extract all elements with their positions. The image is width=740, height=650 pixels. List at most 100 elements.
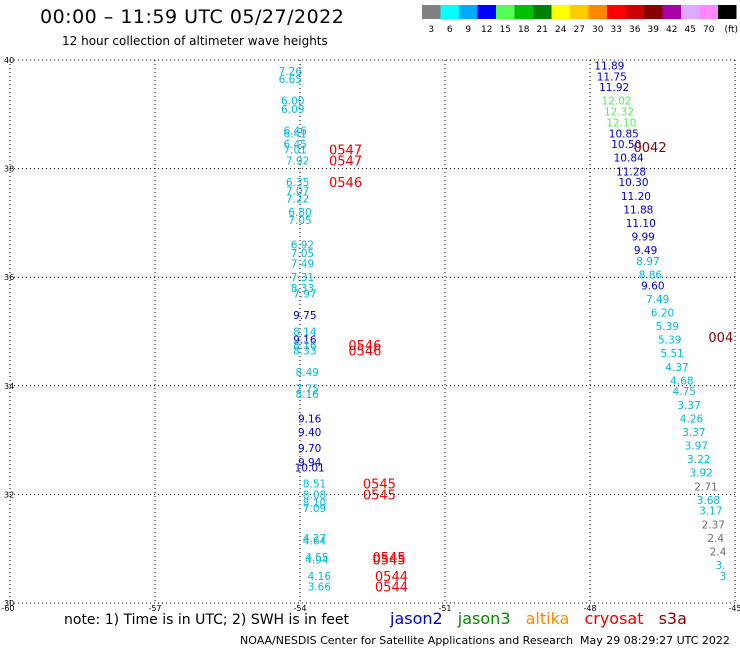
y-tick-label: 38 — [4, 165, 14, 174]
data-point-label: 9.60 — [641, 280, 664, 292]
data-point-label: 2.4 — [707, 533, 724, 545]
time-label: 0547 — [329, 154, 362, 169]
data-point-label: 9.70 — [298, 443, 321, 455]
data-point-label: 7.01 — [283, 145, 306, 157]
data-point-label: 9.40 — [298, 427, 321, 439]
data-point-label: 11.75 — [597, 71, 627, 83]
chart-subtitle: 12 hour collection of altimeter wave hei… — [62, 34, 328, 48]
time-label: 0547 — [329, 144, 362, 159]
colorbar-legend: 3 6 9 12 15 18 21 24 27 30 33 36 39 42 45 70 (ft) — [422, 5, 738, 35]
time-label: 0546 — [348, 339, 381, 354]
data-point-label: 8.16 — [293, 340, 317, 352]
colorbar-label: 45 — [685, 25, 696, 35]
units-note: note: 1) Time is in UTC; 2) SWH is in fe… — [64, 612, 350, 628]
data-point-label: 7.49 — [646, 294, 669, 306]
colorbar-swatch — [514, 5, 533, 19]
colorbar-swatch — [718, 5, 737, 19]
colorbar-swatch — [681, 5, 700, 19]
data-point-label: 5.39 — [656, 321, 679, 333]
data-point-label: 9.49 — [634, 245, 657, 257]
colorbar-label: 24 — [555, 25, 567, 35]
data-point-label: 6.00 — [281, 96, 304, 108]
data-point-label: 10.85 — [609, 128, 639, 140]
data-point-label: 6.20 — [651, 307, 674, 319]
data-point-label: 8.49 — [296, 367, 319, 379]
data-point-label: 5.51 — [660, 348, 683, 360]
data-point-label: 10.84 — [614, 153, 644, 165]
chart-title: 00:00 – 11:59 UTC 05/27/2022 — [40, 6, 345, 28]
data-point-label: 4.75 — [673, 386, 696, 398]
y-tick-label: 34 — [4, 382, 14, 391]
data-point-label: 6.35 — [286, 177, 309, 189]
data-point-label: 3.68 — [697, 495, 720, 507]
data-point-label: 6.65 — [279, 74, 302, 86]
legend-item-altika: altika — [525, 609, 570, 628]
data-point-label: 4.37 — [665, 362, 688, 374]
data-point-label: 5.39 — [658, 335, 681, 347]
data-point-label: 8.14 — [293, 327, 317, 339]
data-point-label: 3 — [720, 571, 727, 583]
data-point-label: 4.94 — [305, 555, 329, 567]
colorbar-swatch — [570, 5, 589, 19]
data-point-label: 8.33 — [293, 346, 316, 358]
data-point-label: 8.33 — [291, 283, 314, 295]
satellite-legend: jason2 jason3 altika cryosat s3a — [390, 609, 697, 628]
data-point-label: 7.31 — [291, 272, 314, 284]
data-point-label: 3.37 — [677, 400, 700, 412]
data-point-label: 11.28 — [616, 166, 646, 178]
footer-credit: NOAA/NESDIS Center for Satellite Applica… — [240, 634, 574, 647]
data-point-label: 7.97 — [293, 288, 316, 300]
data-point-label: 7.92 — [286, 155, 309, 167]
colorbar-swatch — [588, 5, 607, 19]
data-point-label: 11.92 — [599, 82, 629, 94]
data-point-label: 4.55 — [305, 552, 328, 564]
time-label: 0544 — [375, 581, 408, 596]
colorbar-label: 21 — [537, 25, 548, 35]
colorbar-swatch — [607, 5, 626, 19]
colorbar-label: 27 — [574, 25, 585, 35]
colorbar-swatch — [699, 5, 718, 19]
data-point-label: 8.16 — [296, 389, 320, 401]
y-tick-label: 30 — [4, 599, 14, 608]
colorbar-swatch — [477, 5, 496, 19]
colorbar-label: 18 — [518, 25, 530, 35]
data-point-label: 3.66 — [308, 582, 332, 594]
colorbar-label: 33 — [611, 25, 622, 35]
colorbar-swatch — [644, 5, 663, 19]
y-tick-label: 36 — [4, 273, 14, 282]
data-point-label: 7.26 — [279, 66, 303, 78]
data-point-label: 10.30 — [618, 177, 648, 189]
x-tick-label: -60 — [1, 604, 14, 613]
data-point-label: 6.45 — [283, 139, 306, 151]
data-point-label: 7.07 — [286, 185, 309, 197]
data-point-label: 6.09 — [281, 104, 304, 116]
data-point-label: 9.75 — [293, 310, 316, 322]
data-point-label: 7.75 — [296, 384, 319, 396]
data-point-label: 11.88 — [623, 204, 653, 216]
y-tick-label: 40 — [4, 56, 14, 65]
data-point-label: 9.16 — [298, 413, 322, 425]
data-point-label: 11.89 — [594, 60, 624, 72]
data-point-label: 6.46 — [283, 126, 307, 138]
x-tick-label: -51 — [438, 604, 451, 613]
data-point-label: 2.71 — [694, 481, 717, 493]
colorbar-label: 12 — [481, 25, 492, 35]
x-tick-label: -57 — [148, 604, 161, 613]
colorbar-swatch — [551, 5, 570, 19]
x-tick-label: -45 — [728, 604, 740, 613]
data-point-label: 12.32 — [604, 107, 634, 119]
data-point-label: 4.64 — [303, 536, 327, 548]
data-point-label: 8.10 — [303, 498, 326, 510]
data-point-label: 11.10 — [626, 218, 656, 230]
data-point-label: 12.10 — [606, 117, 636, 129]
time-label: 0544 — [375, 570, 408, 585]
time-label: 0545 — [373, 554, 406, 569]
data-point-label: 7.22 — [286, 193, 309, 205]
legend-item-jason2: jason2 — [390, 609, 443, 628]
data-point-label: 6.92 — [291, 240, 314, 252]
data-point-label: 3.92 — [689, 468, 712, 480]
colorbar-label: 9 — [465, 25, 471, 35]
data-point-label: 10.50 — [611, 139, 641, 151]
data-point-label: 8.08 — [303, 489, 326, 501]
colorbar-label: 30 — [592, 25, 604, 35]
